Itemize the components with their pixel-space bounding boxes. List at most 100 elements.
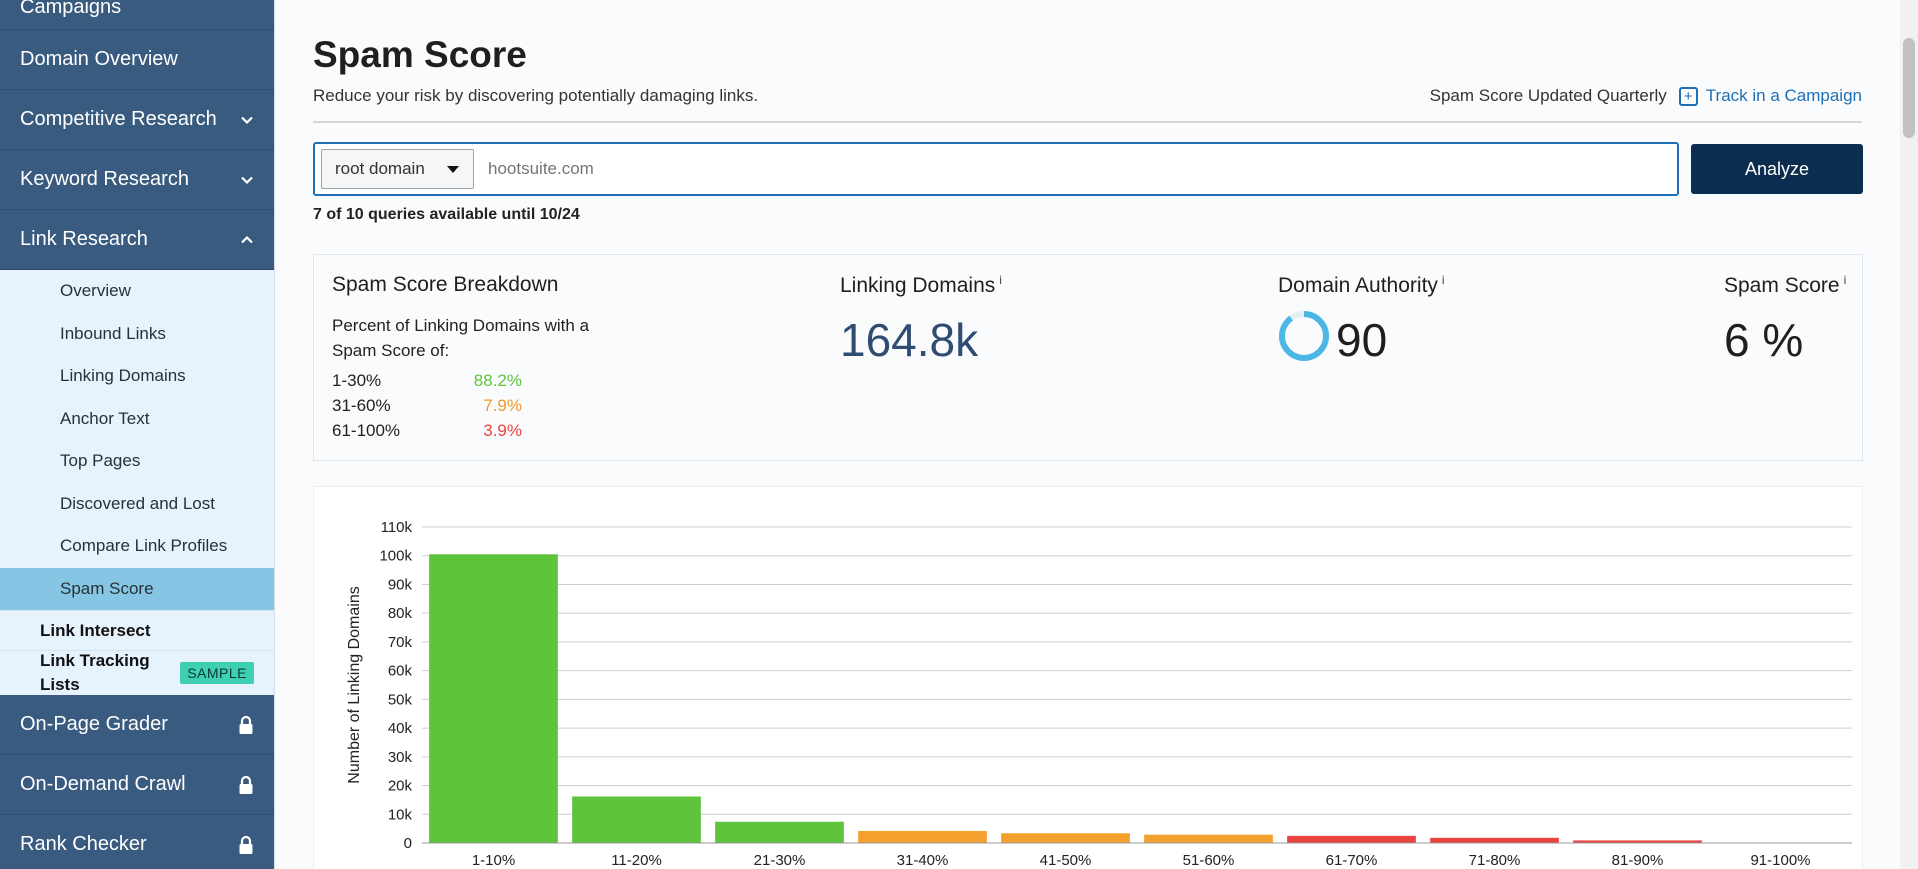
scope-select[interactable]: root domain: [321, 149, 474, 189]
query-quota: 7 of 10 queries available until 10/24: [313, 206, 580, 223]
y-tick-label: 10k: [388, 806, 413, 823]
breakdown-value: 7.9%: [483, 396, 522, 415]
main-content: Spam Score Reduce your risk by discoveri…: [274, 0, 1918, 869]
scrollbar-thumb[interactable]: [1903, 38, 1915, 138]
bar: [1144, 834, 1273, 843]
sidebar-item-label: Rank Checker: [20, 833, 147, 855]
bar: [572, 796, 701, 843]
analyze-button[interactable]: Analyze: [1691, 144, 1863, 194]
y-tick-label: 100k: [379, 548, 412, 565]
sidebar-item-link-tracking-lists[interactable]: Link Tracking Lists SAMPLE: [0, 650, 274, 695]
link-research-subnav: Overview Inbound Links Linking Domains A…: [0, 270, 274, 695]
chevron-up-icon: [240, 233, 254, 247]
breakdown-row: 1-30% 88.2%: [332, 371, 522, 391]
x-tick-label: 91-100%: [1750, 852, 1810, 869]
spam-score-label: Spam Score i: [1724, 273, 1846, 298]
info-icon[interactable]: i: [1441, 273, 1445, 287]
bar: [1430, 837, 1559, 843]
domain-authority-label: Domain Authority i: [1278, 273, 1445, 298]
search-bar: root domain: [313, 142, 1679, 196]
sidebar-nav: Campaigns Domain Overview Competitive Re…: [0, 0, 274, 869]
scrollbar[interactable]: [1900, 0, 1918, 869]
subnav-item-top-pages[interactable]: Top Pages: [60, 451, 141, 471]
info-icon[interactable]: i: [999, 273, 1002, 287]
breakdown-title: Spam Score Breakdown: [332, 273, 559, 296]
bar: [1287, 835, 1416, 843]
subnav-item-spam-score[interactable]: Spam Score: [0, 567, 274, 610]
sidebar-item-label: Campaigns: [20, 0, 122, 18]
x-tick-label: 1-10%: [472, 852, 515, 869]
bar: [715, 821, 844, 843]
subnav-item-anchor-text[interactable]: Anchor Text: [60, 408, 150, 428]
domain-search-input[interactable]: [474, 149, 1677, 189]
bar: [1573, 840, 1702, 843]
sidebar-item-label: Competitive Research: [20, 108, 217, 130]
sidebar-item-competitive-research[interactable]: Competitive Research: [0, 90, 274, 150]
x-tick-label: 41-50%: [1040, 852, 1092, 869]
metric-label: Linking Domains: [840, 274, 996, 297]
y-tick-label: 50k: [388, 691, 413, 708]
y-tick-label: 60k: [388, 663, 413, 680]
sidebar-item-rank-checker[interactable]: Rank Checker: [0, 815, 274, 869]
sidebar-item-label: Keyword Research: [20, 168, 189, 190]
x-tick-label: 21-30%: [754, 852, 806, 869]
subnav-item-discovered-and-lost[interactable]: Discovered and Lost: [60, 493, 215, 513]
breakdown-range: 61-100%: [332, 421, 401, 440]
x-tick-label: 81-90%: [1612, 852, 1664, 869]
breakdown-value: 88.2%: [473, 371, 522, 390]
sidebar: Campaigns Domain Overview Competitive Re…: [0, 0, 274, 869]
x-tick-label: 11-20%: [611, 852, 662, 869]
y-tick-label: 80k: [388, 605, 413, 622]
chevron-down-icon: [240, 173, 254, 187]
y-axis-label: Number of Linking Domains: [346, 586, 363, 783]
sidebar-item-domain-overview[interactable]: Domain Overview: [0, 30, 274, 90]
breakdown-row: 31-60% 7.9%: [332, 396, 522, 416]
breakdown-range: 31-60%: [332, 396, 391, 415]
y-tick-label: 30k: [388, 749, 413, 766]
bar: [1001, 833, 1130, 843]
sidebar-item-on-page-grader[interactable]: On-Page Grader: [0, 695, 274, 755]
page-subtitle: Reduce your risk by discovering potentia…: [313, 86, 759, 105]
lock-icon: [239, 835, 253, 854]
metric-label: Domain Authority: [1278, 274, 1438, 297]
track-label: Track in a Campaign: [1705, 86, 1862, 105]
linking-domains-label: Linking Domains i: [840, 273, 1002, 298]
x-tick-label: 51-60%: [1183, 852, 1235, 869]
y-tick-label: 70k: [388, 634, 413, 651]
sidebar-item-label: Link Research: [20, 228, 148, 250]
breakdown-range: 1-30%: [332, 371, 382, 390]
domain-authority-value: 90: [1336, 314, 1388, 366]
y-tick-label: 110k: [381, 519, 413, 536]
sidebar-item-on-demand-crawl[interactable]: On-Demand Crawl: [0, 755, 274, 815]
sidebar-item-label: Link Tracking Lists: [40, 651, 150, 694]
linking-domains-value: 164.8k: [840, 314, 979, 366]
scope-select-value: root domain: [335, 159, 425, 178]
subnav-item-inbound-links[interactable]: Inbound Links: [60, 323, 166, 343]
page-title: Spam Score: [313, 34, 527, 75]
sidebar-item-link-intersect[interactable]: Link Intersect: [0, 610, 274, 650]
header-actions: Spam Score Updated Quarterly + Track in …: [1430, 86, 1862, 106]
lock-icon: [239, 775, 253, 794]
info-icon[interactable]: i: [1843, 273, 1847, 287]
sidebar-item-link-research[interactable]: Link Research: [0, 210, 274, 270]
chevron-down-icon: [240, 113, 254, 127]
subnav-item-compare-link-profiles[interactable]: Compare Link Profiles: [60, 536, 228, 556]
x-tick-label: 71-80%: [1469, 852, 1521, 869]
sidebar-item-label: On-Page Grader: [20, 713, 168, 735]
y-tick-label: 0: [404, 835, 412, 852]
subnav-item-linking-domains[interactable]: Linking Domains: [60, 366, 186, 386]
breakdown-description: Percent of Linking Domains with a Spam S…: [332, 316, 590, 360]
y-tick-label: 20k: [388, 778, 413, 795]
sample-badge: SAMPLE: [180, 662, 254, 684]
caret-down-icon: [447, 165, 459, 173]
breakdown-row: 61-100% 3.9%: [332, 421, 522, 441]
sidebar-item-campaigns[interactable]: Campaigns: [0, 0, 274, 30]
domain-authority-ring: [1279, 311, 1329, 361]
metric-label: Spam Score: [1724, 274, 1840, 297]
sidebar-item-keyword-research[interactable]: Keyword Research: [0, 150, 274, 210]
header-divider: [313, 121, 1862, 123]
y-tick-label: 90k: [388, 576, 413, 593]
subnav-item-overview[interactable]: Overview: [60, 281, 131, 301]
track-in-campaign-link[interactable]: + Track in a Campaign: [1678, 86, 1862, 106]
